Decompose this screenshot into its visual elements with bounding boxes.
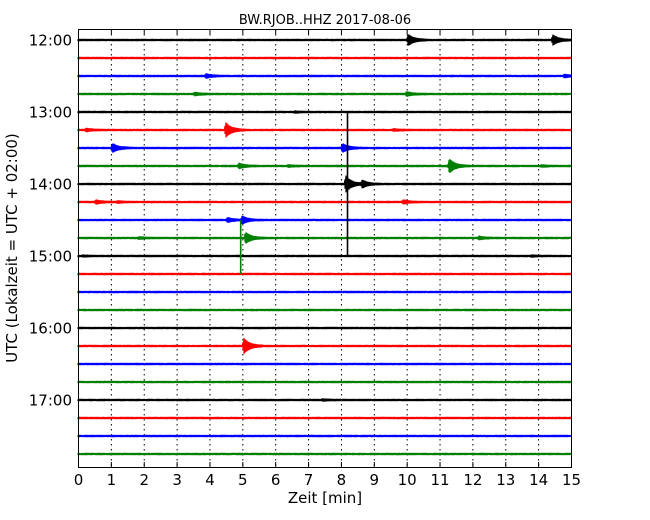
trace-1415 (77, 199, 572, 205)
x-tick-label: 15 (562, 471, 581, 489)
trace-1630 (77, 362, 572, 366)
y-axis-ticks: 12:00 13:00 14:00 15:00 16:00 17:00 (29, 32, 571, 410)
trace-1315 (77, 122, 572, 138)
seismogram-spikes (239, 112, 349, 274)
y-tick-label: 12:00 (29, 32, 72, 50)
x-axis-ticks: 0 1 2 3 4 5 6 7 8 9 10 11 12 13 14 15 (74, 29, 581, 489)
plot-frame (78, 29, 572, 468)
x-tick-label: 14 (529, 471, 548, 489)
x-tick-label: 2 (139, 471, 149, 489)
x-tick-label: 10 (398, 471, 417, 489)
chart-title: BW.RJOB..HHZ 2017-08-06 (239, 13, 411, 28)
trace-1445 (77, 232, 572, 244)
x-tick-label: 1 (107, 471, 117, 489)
trace-1215 (77, 56, 572, 60)
x-tick-label: 0 (74, 471, 84, 489)
trace-1245 (77, 91, 572, 98)
trace-1615 (77, 337, 572, 355)
x-tick-label: 4 (205, 471, 215, 489)
trace-1345 (77, 158, 572, 173)
trace-1515 (77, 272, 572, 276)
trace-1745 (77, 452, 572, 456)
trace-1530 (77, 290, 572, 294)
trace-1500 (77, 254, 572, 258)
trace-1730 (77, 434, 572, 438)
x-tick-label: 3 (172, 471, 182, 489)
y-axis-label: UTC (Lokalzeit = UTC + 02:00) (3, 133, 21, 363)
x-tick-label: 5 (238, 471, 248, 489)
y-tick-label: 13:00 (29, 104, 72, 122)
x-tick-label: 7 (304, 471, 314, 489)
y-tick-label: 14:00 (29, 176, 72, 194)
trace-1400 (77, 175, 572, 193)
trace-1430 (77, 215, 572, 225)
trace-1300 (77, 110, 572, 114)
x-tick-label: 12 (463, 471, 482, 489)
trace-1715 (77, 416, 572, 420)
x-tick-label: 13 (496, 471, 515, 489)
trace-1230 (77, 73, 572, 79)
x-axis-label: Zeit [min] (288, 489, 362, 507)
trace-1700 (77, 398, 572, 402)
seismogram-traces (77, 34, 572, 456)
trace-1600 (77, 326, 572, 330)
y-tick-label: 17:00 (29, 392, 72, 410)
trace-1200 (77, 34, 572, 46)
x-tick-label: 9 (370, 471, 380, 489)
y-tick-label: 15:00 (29, 248, 72, 266)
trace-1645 (77, 380, 572, 384)
y-tick-label: 16:00 (29, 320, 72, 338)
x-tick-label: 8 (337, 471, 347, 489)
x-tick-label: 6 (271, 471, 281, 489)
x-tick-label: 11 (430, 471, 449, 489)
trace-1545 (77, 308, 572, 312)
trace-1330 (77, 143, 572, 153)
